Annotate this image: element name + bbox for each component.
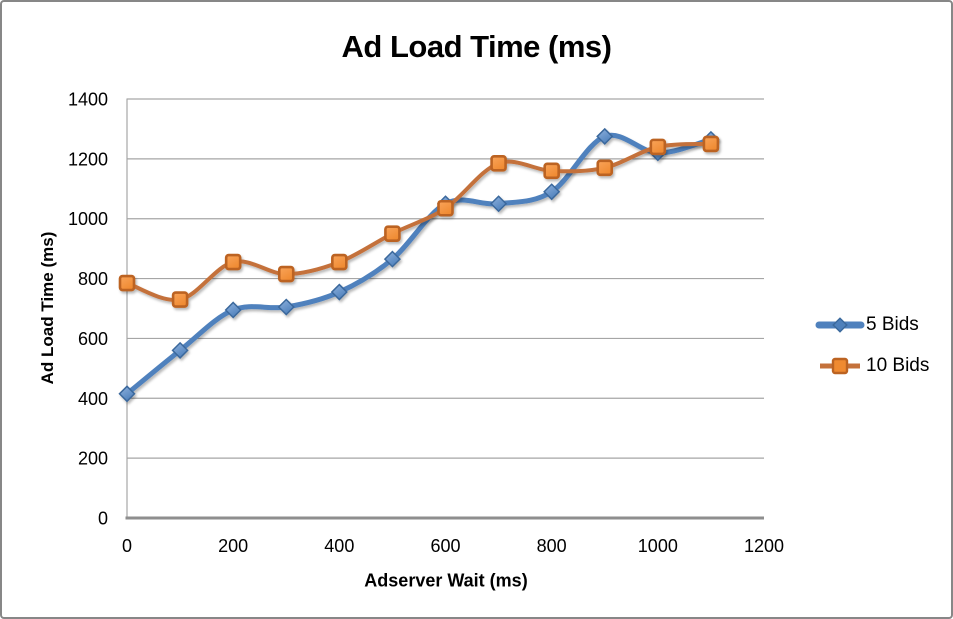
y-tick-label: 1400 [68,90,108,110]
data-point-marker [384,225,401,242]
legend-label-5-bids: 5 Bids [866,314,919,335]
data-point-marker [437,199,454,217]
x-tick-label: 200 [218,536,248,556]
x-tick-labels: 0 200 400 600 800 1000 1200 [122,536,784,556]
y-tick-label: 0 [98,509,108,529]
legend-entry-10-bids: 10 Bids [815,355,930,376]
gridlines [127,98,764,459]
legend-entry-5-bids: 5 Bids [815,314,919,335]
chart-title: Ad Load Time (ms) [341,29,612,64]
data-point-marker [702,135,720,153]
x-tick-label: 0 [122,536,132,556]
series-5-bids [118,127,720,403]
legend-swatch-5-bids-icon [815,317,865,333]
y-tick-label: 800 [78,269,108,289]
data-point-marker [490,155,507,172]
data-point-marker [171,291,189,308]
data-point-marker [490,195,508,213]
data-point-marker [277,265,295,283]
x-tick-label: 1200 [744,536,784,556]
data-point-marker [596,127,614,145]
x-tick-label: 800 [537,536,567,556]
data-point-marker [383,250,401,268]
y-tick-label: 1000 [68,209,108,229]
y-tick-label: 200 [78,449,108,469]
data-point-marker [330,283,348,301]
legend-label-10-bids: 10 Bids [866,355,930,376]
data-point-marker [118,385,136,403]
legend-swatch-10-bids-icon [820,357,860,375]
y-tick-labels: 0 200 400 600 800 1000 1200 1400 [68,90,108,529]
data-point-marker [118,274,136,292]
data-point-marker [224,301,242,319]
data-point-marker [543,183,561,201]
x-tick-label: 600 [430,536,460,556]
series-10-bids [118,135,720,308]
x-axis-title: Adserver Wait (ms) [364,570,528,591]
data-point-marker [277,298,295,316]
data-point-marker [331,253,348,271]
data-point-marker [596,159,614,177]
y-tick-label: 400 [78,389,108,409]
data-point-marker [224,253,242,271]
y-tick-label: 600 [78,329,108,349]
x-tick-label: 400 [324,536,354,556]
data-point-marker [171,341,189,359]
y-tick-label: 1200 [68,149,108,169]
data-point-marker [543,162,560,180]
data-point-marker [649,138,667,156]
x-tick-label: 1000 [638,536,678,556]
